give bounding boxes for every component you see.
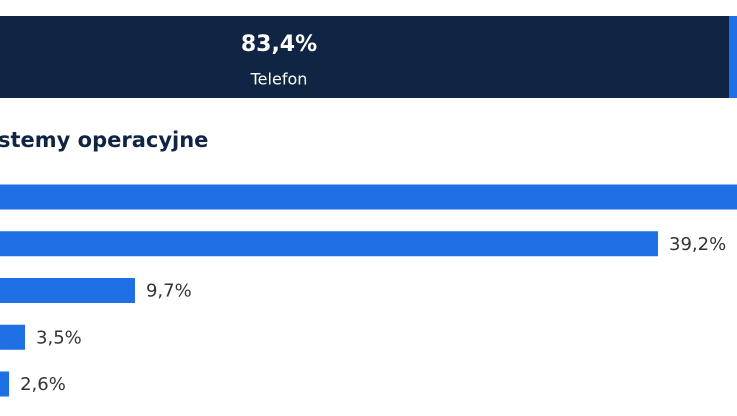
bar-value-label: 2,6% (20, 374, 66, 395)
kpi-card (0, 16, 729, 98)
section-title: stemy operacyjne (0, 128, 208, 152)
bar-value-label: 9,7% (146, 281, 192, 302)
kpi-label: Telefon (250, 70, 308, 89)
kpi-card-next-edge (729, 16, 737, 98)
bar (0, 278, 135, 303)
bar (0, 184, 737, 210)
bar (0, 324, 26, 350)
bar-value-label: 39,2% (669, 234, 726, 255)
kpi-value: 83,4% (241, 32, 317, 57)
bar (0, 371, 10, 397)
bar (0, 231, 659, 257)
bar-value-label: 3,5% (36, 327, 82, 348)
